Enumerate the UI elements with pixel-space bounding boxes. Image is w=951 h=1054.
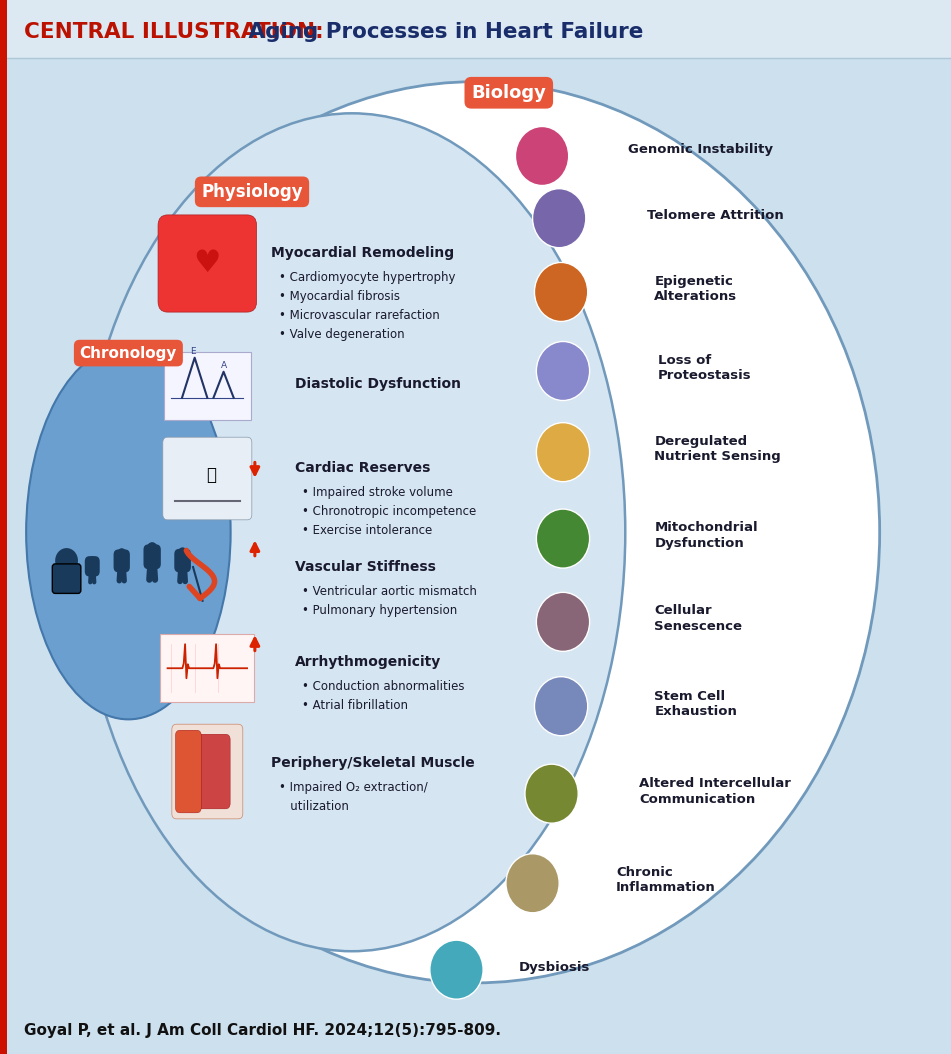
Text: Epigenetic
Alterations: Epigenetic Alterations bbox=[654, 274, 737, 304]
Text: 🚶: 🚶 bbox=[206, 466, 216, 484]
Text: Myocardial Remodeling: Myocardial Remodeling bbox=[271, 246, 455, 260]
FancyBboxPatch shape bbox=[175, 730, 202, 813]
FancyBboxPatch shape bbox=[52, 564, 81, 593]
Circle shape bbox=[533, 189, 586, 248]
Text: • Cardiomyocyte hypertrophy: • Cardiomyocyte hypertrophy bbox=[279, 271, 456, 284]
Text: Goyal P, et al. J Am Coll Cardiol HF. 2024;12(5):795-809.: Goyal P, et al. J Am Coll Cardiol HF. 20… bbox=[24, 1023, 501, 1038]
Text: • Impaired O₂ extraction/: • Impaired O₂ extraction/ bbox=[279, 781, 427, 794]
Text: A: A bbox=[221, 360, 226, 370]
Text: Mitochondrial
Dysfunction: Mitochondrial Dysfunction bbox=[654, 521, 758, 550]
Text: • Microvascular rarefaction: • Microvascular rarefaction bbox=[279, 309, 439, 321]
FancyBboxPatch shape bbox=[165, 493, 201, 508]
Text: CENTRAL ILLUSTRATION:: CENTRAL ILLUSTRATION: bbox=[24, 22, 323, 42]
Circle shape bbox=[534, 262, 588, 321]
Text: • Myocardial fibrosis: • Myocardial fibrosis bbox=[279, 290, 399, 302]
FancyBboxPatch shape bbox=[158, 215, 257, 312]
Text: Genomic Instability: Genomic Instability bbox=[628, 143, 772, 156]
Circle shape bbox=[536, 592, 590, 651]
Text: Physiology: Physiology bbox=[202, 182, 302, 201]
FancyBboxPatch shape bbox=[113, 549, 130, 572]
Circle shape bbox=[88, 557, 96, 564]
Circle shape bbox=[536, 423, 590, 482]
FancyBboxPatch shape bbox=[161, 635, 254, 702]
Text: ♥: ♥ bbox=[194, 249, 221, 278]
Circle shape bbox=[506, 854, 559, 913]
Bar bbox=[0, 0, 951, 58]
FancyBboxPatch shape bbox=[85, 557, 100, 577]
Text: Biology: Biology bbox=[472, 83, 546, 102]
FancyBboxPatch shape bbox=[174, 549, 191, 572]
Text: • Atrial fibrillation: • Atrial fibrillation bbox=[302, 699, 408, 711]
Text: Chronology: Chronology bbox=[80, 346, 177, 360]
Text: E: E bbox=[190, 347, 196, 355]
Text: Cardiac Reserves: Cardiac Reserves bbox=[295, 461, 430, 475]
Circle shape bbox=[525, 764, 578, 823]
Text: Loss of
Proteostasis: Loss of Proteostasis bbox=[658, 353, 751, 383]
FancyBboxPatch shape bbox=[144, 544, 161, 569]
Circle shape bbox=[117, 548, 126, 559]
Text: • Ventricular aortic mismatch: • Ventricular aortic mismatch bbox=[302, 585, 477, 598]
Circle shape bbox=[534, 677, 588, 736]
Text: • Conduction abnormalities: • Conduction abnormalities bbox=[302, 680, 465, 692]
Text: Cellular
Senescence: Cellular Senescence bbox=[654, 604, 743, 633]
FancyBboxPatch shape bbox=[163, 437, 252, 520]
Circle shape bbox=[430, 940, 483, 999]
Text: Altered Intercellular
Communication: Altered Intercellular Communication bbox=[639, 777, 791, 806]
Text: • Valve degeneration: • Valve degeneration bbox=[279, 328, 404, 340]
Circle shape bbox=[536, 341, 590, 401]
FancyBboxPatch shape bbox=[172, 724, 243, 819]
Circle shape bbox=[178, 547, 187, 559]
Text: • Impaired stroke volume: • Impaired stroke volume bbox=[302, 486, 454, 499]
Text: Dysbiosis: Dysbiosis bbox=[518, 961, 590, 974]
Text: Arrhythmogenicity: Arrhythmogenicity bbox=[295, 655, 441, 669]
Ellipse shape bbox=[71, 81, 880, 982]
Text: Vascular Stiffness: Vascular Stiffness bbox=[295, 560, 436, 574]
Text: Deregulated
Nutrient Sensing: Deregulated Nutrient Sensing bbox=[654, 434, 781, 464]
Ellipse shape bbox=[79, 113, 626, 951]
Text: Periphery/Skeletal Muscle: Periphery/Skeletal Muscle bbox=[271, 756, 475, 770]
Circle shape bbox=[515, 126, 569, 186]
Text: • Pulmonary hypertension: • Pulmonary hypertension bbox=[302, 604, 457, 617]
Circle shape bbox=[146, 542, 158, 554]
FancyBboxPatch shape bbox=[184, 735, 230, 808]
Ellipse shape bbox=[27, 345, 230, 719]
Text: • Chronotropic incompetence: • Chronotropic incompetence bbox=[302, 505, 476, 518]
FancyBboxPatch shape bbox=[164, 352, 251, 419]
Text: Diastolic Dysfunction: Diastolic Dysfunction bbox=[295, 376, 461, 391]
Text: Stem Cell
Exhaustion: Stem Cell Exhaustion bbox=[654, 689, 737, 719]
Bar bbox=[0, 0, 7, 1054]
Text: Telomere Attrition: Telomere Attrition bbox=[647, 209, 784, 221]
Text: • Exercise intolerance: • Exercise intolerance bbox=[302, 524, 433, 536]
Text: utilization: utilization bbox=[279, 800, 348, 813]
Text: Aging Processes in Heart Failure: Aging Processes in Heart Failure bbox=[241, 22, 643, 42]
Circle shape bbox=[55, 548, 78, 573]
Circle shape bbox=[536, 509, 590, 568]
Text: Chronic
Inflammation: Chronic Inflammation bbox=[616, 865, 716, 895]
